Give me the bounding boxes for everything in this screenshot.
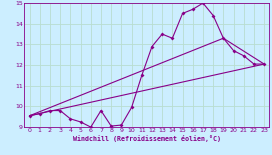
X-axis label: Windchill (Refroidissement éolien,°C): Windchill (Refroidissement éolien,°C) [73,135,221,142]
